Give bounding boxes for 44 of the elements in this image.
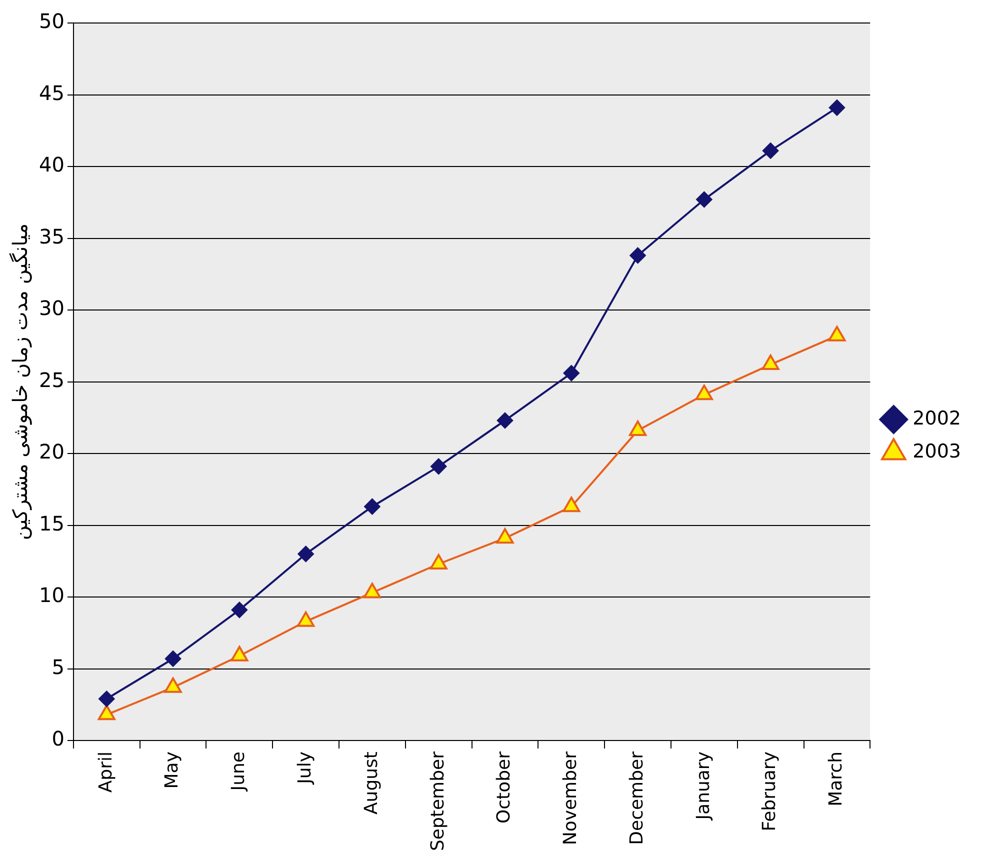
x-tick-label: January [692,751,714,821]
point [297,611,315,627]
y-tick-label: 10 [38,583,64,608]
legend-label: 2002 [912,407,962,430]
point [430,458,447,474]
y-tick-label: 40 [38,152,64,177]
y-tick-label: 15 [38,511,64,536]
point [696,192,712,208]
y-tick-label: 30 [38,296,64,320]
x-tick-label: August [360,752,382,815]
point [562,496,580,512]
point [164,677,182,693]
y-tick-label: 5 [52,654,64,679]
y-tick-label: 35 [38,224,64,248]
y-tick-label: 0 [52,726,64,751]
point [496,528,514,544]
x-tick-label: March [826,752,847,806]
point [563,365,580,382]
x-tick-label: September [427,750,448,852]
point [828,100,845,116]
point [762,142,779,159]
x-tick-label: December [626,750,648,845]
x-tick-label: June [228,752,250,792]
legend-label: 2003 [912,440,962,462]
point [630,247,646,264]
x-tick-label: May [162,751,183,789]
point [98,704,116,720]
x-tick-label: February [759,751,780,832]
y-tick-label: 45 [38,80,64,105]
point [230,646,248,662]
point [496,412,513,428]
point [695,384,713,400]
y-axis-title: میانگین مدت زمان خاموشی مشترکین [8,223,32,540]
x-tick-label: July [294,751,316,785]
point [363,582,382,598]
point [762,354,780,370]
x-tick-label: November [560,750,582,846]
y-tick-label: 50 [38,9,64,34]
x-tick-label: October [494,750,515,824]
x-tick-label: April [95,752,116,793]
y-tick-label: 25 [38,368,64,392]
point [430,554,448,570]
y-tick-label: 20 [38,440,64,464]
point [628,420,647,436]
